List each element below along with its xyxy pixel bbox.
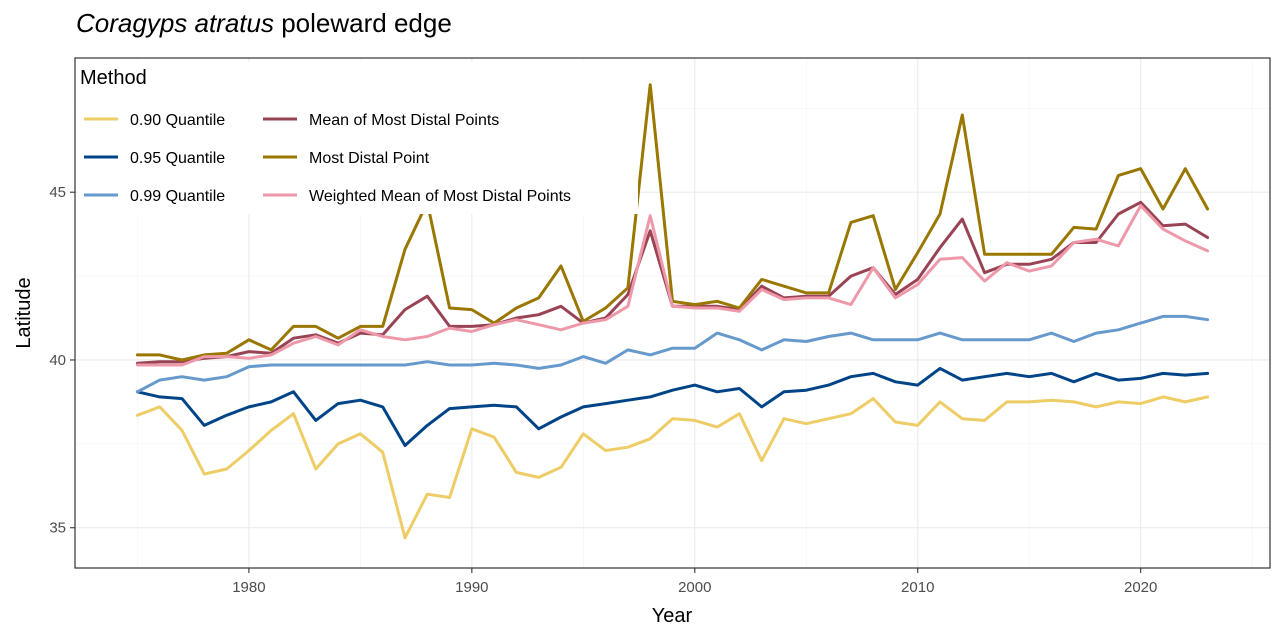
legend-label: Mean of Most Distal Points	[309, 112, 499, 129]
legend-item: Mean of Most Distal Points	[263, 112, 499, 129]
x-tick-label: 2020	[1124, 579, 1157, 596]
chart-title-rest: poleward edge	[274, 8, 452, 38]
legend-item: Most Distal Point	[263, 150, 430, 167]
legend-label: 0.95 Quantile	[130, 150, 225, 167]
legend-items: 0.90 Quantile 0.95 Quantile 0.99 Quantile M…	[84, 112, 571, 205]
legend: Method 0.90 Quantile 0.95 Quantile 0.99 Qu…	[78, 62, 638, 214]
legend-label: Most Distal Point	[309, 150, 430, 167]
legend-item: Weighted Mean of Most Distal Points	[263, 188, 571, 205]
series-line-0-99-quantile	[135, 314, 1210, 394]
series-line-0-90-quantile	[135, 395, 1210, 540]
series-line-weighted-mean-of-most-distal-points	[135, 204, 1210, 367]
x-tick-label: 2010	[901, 579, 934, 596]
legend-item: 0.90 Quantile	[84, 112, 225, 129]
panel-border	[74, 57, 1271, 569]
x-axis: 1980 1990 2000 2010 2020	[232, 568, 1157, 596]
x-axis-title: Year	[652, 605, 693, 627]
legend-item: 0.99 Quantile	[84, 188, 225, 205]
legend-title: Method	[80, 67, 147, 89]
legend-background	[78, 62, 638, 214]
series-line-0-95-quantile	[135, 366, 1210, 447]
chart-title: Coragyps atratus poleward edge	[76, 8, 452, 38]
y-tick-label: 45	[49, 184, 66, 201]
x-tick-label: 2000	[678, 579, 711, 596]
x-tick-label: 1980	[232, 579, 265, 596]
chart-title-species: Coragyps atratus	[76, 8, 274, 38]
y-axis: 35 40 45	[49, 184, 75, 537]
series-lines	[135, 83, 1210, 540]
x-tick-label: 1990	[455, 579, 488, 596]
y-tick-label: 40	[49, 352, 66, 369]
legend-label: 0.90 Quantile	[130, 112, 225, 129]
y-tick-label: 35	[49, 520, 66, 537]
legend-label: Weighted Mean of Most Distal Points	[309, 188, 571, 205]
legend-label: 0.99 Quantile	[130, 188, 225, 205]
y-axis-title: Latitude	[13, 277, 35, 348]
legend-item: 0.95 Quantile	[84, 150, 225, 167]
